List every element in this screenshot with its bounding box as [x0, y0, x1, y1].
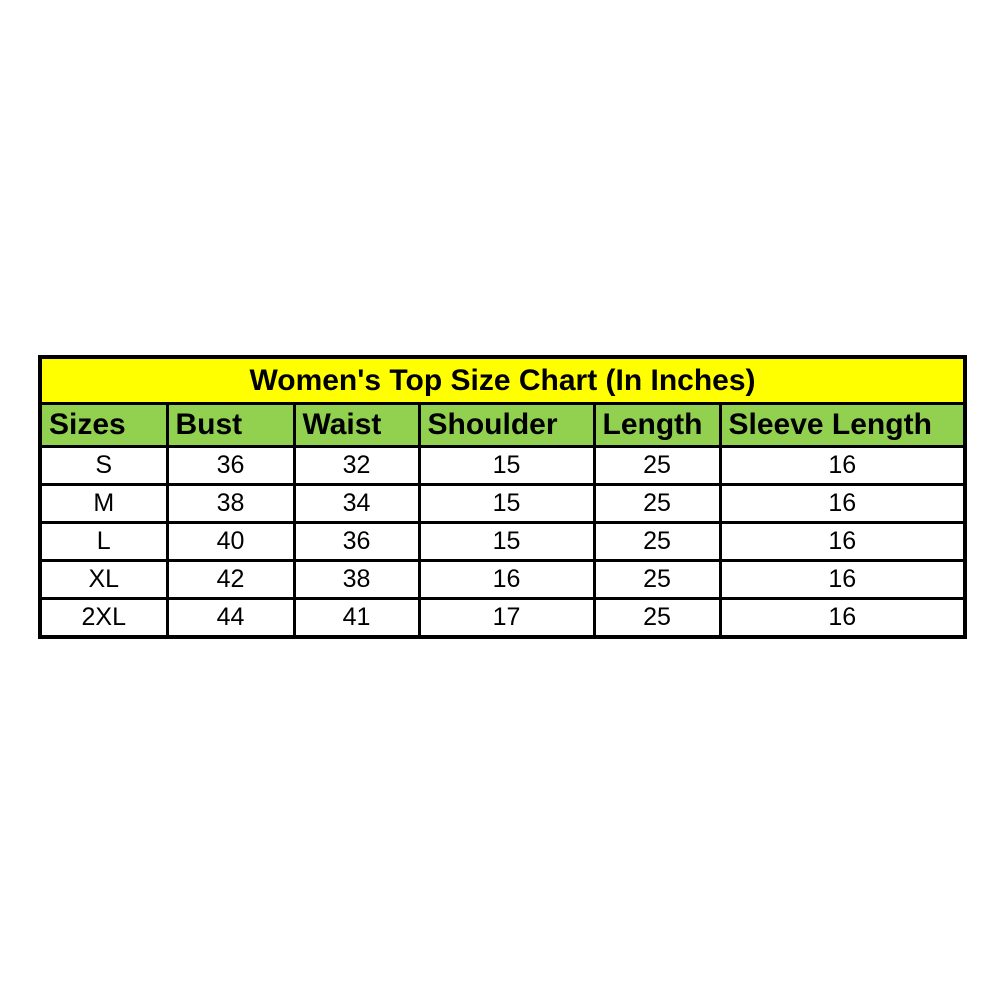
bust-value: 36 [165, 445, 296, 486]
table-row-m: M 38 34 15 25 16 [38, 483, 967, 524]
column-header-bust: Bust [165, 402, 296, 448]
length-value: 25 [592, 597, 722, 639]
table-title: Women's Top Size Chart (In Inches) [38, 355, 967, 405]
length-value: 25 [592, 521, 722, 562]
column-header-shoulder: Shoulder [417, 402, 596, 448]
waist-value: 41 [292, 597, 421, 639]
shoulder-value: 15 [417, 483, 596, 524]
sleeve-length-value: 16 [718, 483, 967, 524]
header-row: Sizes Bust Waist Shoulder Length Sleeve … [38, 402, 967, 448]
waist-value: 32 [292, 445, 421, 486]
shoulder-value: 16 [417, 559, 596, 600]
title-row: Women's Top Size Chart (In Inches) [38, 355, 967, 405]
waist-value: 38 [292, 559, 421, 600]
column-header-length: Length [592, 402, 722, 448]
column-header-waist: Waist [292, 402, 421, 448]
bust-value: 38 [165, 483, 296, 524]
bust-value: 42 [165, 559, 296, 600]
waist-value: 34 [292, 483, 421, 524]
sleeve-length-value: 16 [718, 559, 967, 600]
sleeve-length-value: 16 [718, 445, 967, 486]
length-value: 25 [592, 559, 722, 600]
size-label: S [38, 445, 169, 486]
length-value: 25 [592, 445, 722, 486]
bust-value: 40 [165, 521, 296, 562]
table-row-s: S 36 32 15 25 16 [38, 445, 967, 486]
sleeve-length-value: 16 [718, 597, 967, 639]
size-chart-table: Women's Top Size Chart (In Inches) Sizes… [38, 355, 968, 639]
size-label: 2XL [38, 597, 169, 639]
shoulder-value: 15 [417, 445, 596, 486]
column-header-sizes: Sizes [38, 402, 169, 448]
table-row-2xl: 2XL 44 41 17 25 16 [38, 597, 967, 639]
column-header-sleeve-length: Sleeve Length [718, 402, 967, 448]
sleeve-length-value: 16 [718, 521, 967, 562]
table-row-l: L 40 36 15 25 16 [38, 521, 967, 562]
size-label: M [38, 483, 169, 524]
size-label: XL [38, 559, 169, 600]
shoulder-value: 17 [417, 597, 596, 639]
bust-value: 44 [165, 597, 296, 639]
table-row-xl: XL 42 38 16 25 16 [38, 559, 967, 600]
waist-value: 36 [292, 521, 421, 562]
length-value: 25 [592, 483, 722, 524]
shoulder-value: 15 [417, 521, 596, 562]
size-label: L [38, 521, 169, 562]
